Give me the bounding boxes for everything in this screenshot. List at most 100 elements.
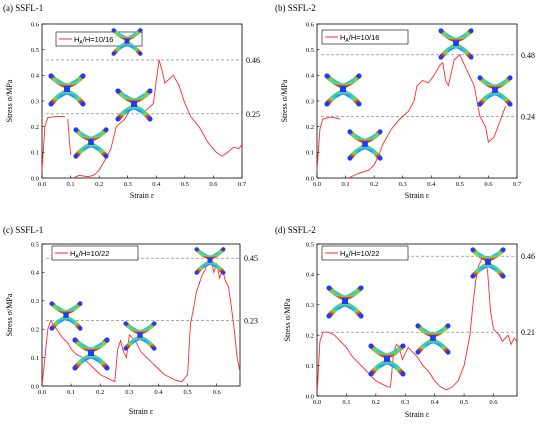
y-tick-labels: 0.0 0.1 0.2 0.3 0.4 0.5 (306, 241, 320, 400)
x-tick-labels: 0.0 0.1 0.2 0.3 0.4 0.5 0.6 0.7 (313, 175, 522, 188)
legend-main: H (74, 35, 79, 44)
legend: HA/H=10/16 (321, 29, 409, 45)
lattice-deformation-image (50, 301, 83, 330)
x-axis-title: Strain ε (129, 407, 154, 416)
y-tick-label: 0.1 (306, 363, 314, 370)
y-axis-title: Stress σ/MPa (283, 298, 292, 341)
legend-label: HA/H=10/22 (340, 249, 379, 260)
x-tick-label: 0.0 (313, 181, 321, 188)
y-tick-label: 0.0 (306, 175, 314, 182)
x-tick-labels: 0.0 0.1 0.2 0.3 0.4 0.5 0.6 (313, 393, 498, 406)
legend-box (321, 245, 409, 261)
panel-label: (a) SSFL-1 (3, 3, 43, 13)
y-tick-label: 0.4 (306, 272, 315, 279)
x-tick-label: 0.7 (513, 181, 522, 188)
panel-a: (a) SSFL-1 0.0 0.1 0.2 0.3 0.4 0.5 0.6 0.7 0.0 0… (3, 3, 260, 200)
lattice-deformation-image (74, 127, 109, 158)
y-tick-label: 0.3 (31, 298, 39, 305)
series-line (316, 255, 518, 397)
x-tick-label: 0.0 (38, 389, 46, 396)
x-tick-label: 0.5 (456, 181, 464, 188)
x-tick-label: 0.7 (238, 181, 247, 188)
legend-rest: /H=10/22 (349, 249, 380, 258)
y-tick-label: 0.4 (306, 73, 315, 80)
x-axis-title: Strain ε (405, 191, 430, 200)
panel-label: (d) SSFL-2 (275, 225, 316, 235)
series-line (41, 115, 65, 171)
y-tick-label: 0.5 (306, 241, 314, 248)
annotation-label: 0.48 (521, 51, 535, 60)
panel-b: (b) SSFL-2 0.0 0.1 0.2 0.3 0.4 0.5 0.6 0.7 0.00… (275, 3, 535, 200)
annotation-label: 0.46 (521, 252, 535, 261)
x-tick-label: 0.6 (213, 389, 222, 396)
x-tick-label: 0.4 (427, 181, 436, 188)
legend-rest: /H=10/22 (79, 249, 110, 258)
series-line (67, 118, 72, 155)
lattice-deformation-image (327, 286, 364, 319)
x-tick-label: 0.1 (67, 181, 75, 188)
legend-sub: A (75, 254, 79, 260)
y-tick-labels: 0.0 0.1 0.2 0.3 0.4 0.5 0.6 (31, 21, 45, 182)
x-tick-label: 0.3 (125, 389, 133, 396)
series-group (41, 59, 243, 179)
x-tick-label: 0.5 (184, 389, 192, 396)
legend-box (321, 29, 409, 45)
y-tick-label: 0.5 (31, 47, 39, 54)
plot-frame (316, 243, 518, 397)
x-tick-label: 0.2 (95, 181, 103, 188)
y-tick-label: 0.2 (306, 124, 314, 131)
x-tick-label: 0.0 (38, 181, 46, 188)
x-tick-label: 0.5 (460, 399, 468, 406)
reference-lines (46, 59, 242, 115)
x-axis-title: Strain ε (130, 191, 155, 200)
x-tick-label: 0.2 (372, 399, 380, 406)
x-tick-label: 0.6 (209, 181, 218, 188)
series-line (73, 59, 243, 179)
panel-c: (c) SSFL-1 0.0 0.1 0.2 0.3 0.4 0.5 0.6 0.00.10… (3, 225, 258, 416)
series-group (316, 54, 507, 179)
lattice-deformation-image (478, 75, 513, 106)
lattice-deformation-image (195, 247, 226, 275)
x-tick-labels: 0.0 0.1 0.2 0.3 0.4 0.5 0.6 0.7 (38, 175, 247, 188)
y-tick-label: 0.3 (306, 302, 314, 309)
annotation-label: 0.21 (521, 328, 535, 337)
annotation-label: 0.46 (246, 56, 260, 65)
y-axis-title: Stress σ/MPa (5, 79, 14, 122)
x-tick-label: 0.4 (152, 181, 161, 188)
y-tick-label: 0.1 (306, 150, 314, 157)
plot-frame (316, 23, 518, 179)
series-line (316, 117, 340, 171)
y-axis-title: Stress σ/MPa (280, 79, 289, 122)
y-tick-labels: 0.0 0.1 0.2 0.3 0.4 0.5 0.6 (306, 21, 320, 182)
annotation-label: 0.23 (244, 317, 258, 326)
legend-rest: /H=10/16 (83, 35, 114, 44)
x-tick-label: 0.6 (484, 181, 493, 188)
y-tick-label: 0.2 (31, 124, 39, 131)
y-tick-label: 0.3 (306, 98, 314, 105)
legend-main: H (340, 249, 345, 258)
x-tick-label: 0.4 (431, 399, 440, 406)
annotation-labels: 0.45 0.23 (244, 254, 258, 325)
x-tick-label: 0.2 (370, 181, 378, 188)
legend-label: HA/H=10/16 (340, 33, 379, 44)
lattice-deformation-image (124, 321, 157, 350)
plot-frame (41, 23, 243, 179)
legend-main: H (70, 249, 75, 258)
legend-rest: /H=10/16 (349, 33, 380, 42)
legend: HA/H=10/22 (51, 245, 139, 261)
panel-label: (c) SSFL-1 (3, 225, 43, 235)
y-tick-label: 0.5 (306, 47, 314, 54)
y-tick-labels: 0.0 0.1 0.2 0.3 0.4 0.5 (31, 241, 45, 390)
legend-box (51, 245, 139, 261)
x-tick-labels: 0.0 0.1 0.2 0.3 0.4 0.5 0.6 (38, 383, 222, 396)
x-tick-label: 0.5 (181, 181, 189, 188)
lattice-deformation-image (325, 74, 362, 107)
y-tick-label: 0.2 (31, 327, 39, 334)
legend-sub: A (345, 254, 349, 260)
legend-label: HA/H=10/22 (70, 249, 109, 260)
x-tick-label: 0.2 (96, 389, 104, 396)
legend-sub: A (345, 38, 349, 44)
x-tick-label: 0.0 (313, 399, 321, 406)
x-tick-label: 0.3 (401, 399, 409, 406)
x-tick-label: 0.1 (67, 389, 75, 396)
